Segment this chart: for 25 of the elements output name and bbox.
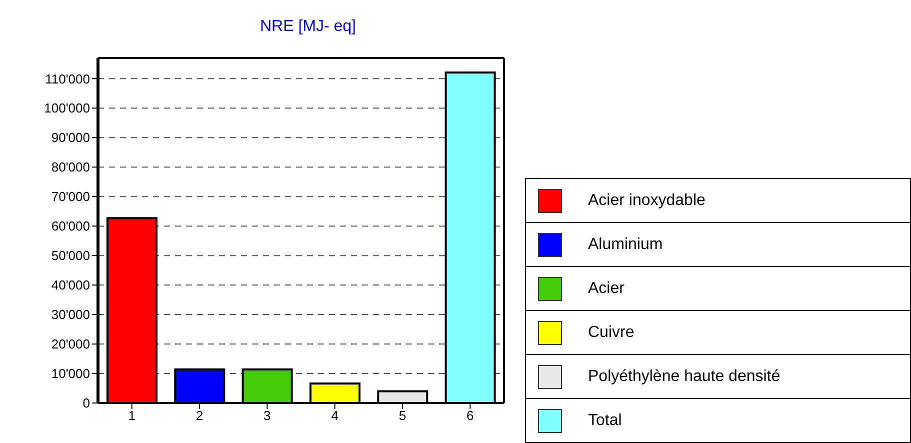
- legend-label: Cuivre: [588, 324, 634, 342]
- x-tick-label: 6: [466, 408, 474, 424]
- y-tick-label: 80'000: [51, 160, 90, 175]
- legend-label: Total: [588, 412, 622, 430]
- y-tick-label: 100'000: [44, 100, 90, 116]
- y-tick-label: 70'000: [51, 189, 90, 204]
- y-tick-label: 90'000: [51, 130, 90, 146]
- x-tick-label: 3: [264, 408, 271, 424]
- x-tick-label: 1: [128, 408, 136, 424]
- y-tick-label: 110'000: [45, 71, 90, 86]
- y-tick-label: 50'000: [51, 248, 90, 264]
- legend-label: Polyéthylène haute densité: [588, 368, 780, 386]
- legend-label: Acier: [588, 280, 624, 298]
- legend-label: Acier inoxydable: [588, 192, 706, 210]
- y-tick-label: 40'000: [51, 278, 90, 293]
- legend-label: Aluminium: [588, 236, 663, 254]
- y-tick-label: 10'000: [51, 366, 90, 382]
- y-tick-label: 20'000: [51, 336, 90, 352]
- x-tick-label: 5: [398, 408, 406, 424]
- chart-title: NRE [MJ- eq]: [258, 18, 357, 36]
- y-tick-label: 0: [82, 396, 90, 411]
- x-tick-label: 4: [331, 408, 338, 424]
- y-tick-label: 30'000: [51, 307, 90, 322]
- x-tick-label: 2: [196, 408, 204, 424]
- y-tick-label: 60'000: [51, 218, 90, 234]
